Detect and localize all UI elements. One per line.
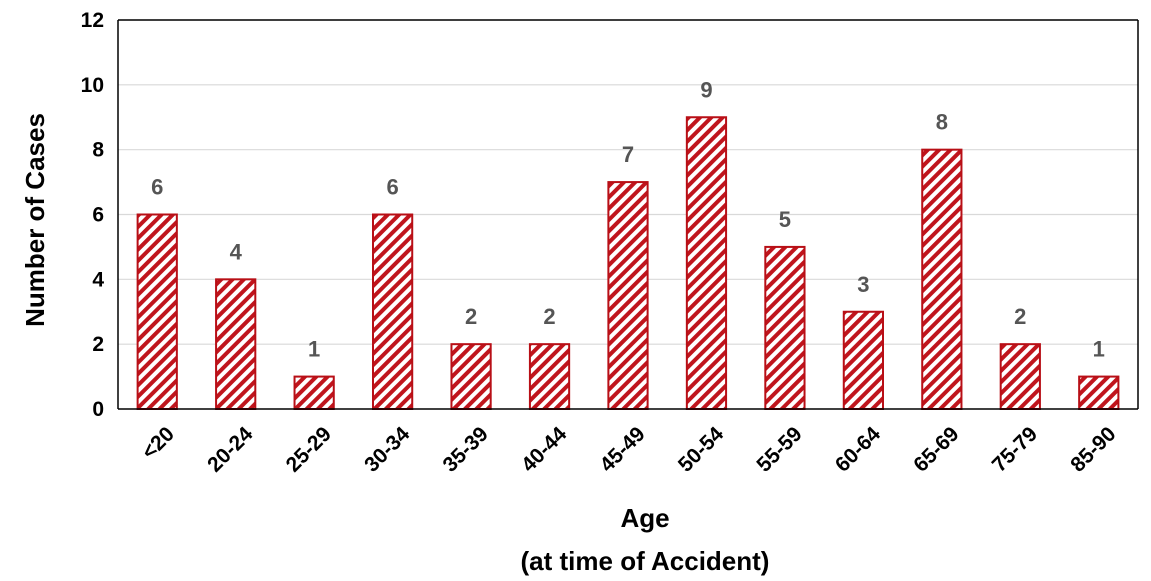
axes — [117, 19, 1139, 410]
x-tick-label: 30-34 — [360, 422, 414, 476]
y-tick-label: 0 — [92, 398, 104, 421]
bar — [372, 213, 414, 410]
x-tick-label: 65-69 — [909, 422, 963, 476]
x-tick-label: 35-39 — [439, 422, 493, 476]
x-tick-label: 85-90 — [1066, 422, 1120, 476]
x-tick-label: 40-44 — [517, 422, 571, 476]
data-label: 4 — [230, 239, 243, 264]
bar — [293, 375, 335, 411]
bar — [999, 343, 1041, 410]
bar — [607, 181, 649, 410]
y-tick-label: 8 — [92, 139, 104, 162]
y-tick-label: 10 — [81, 74, 104, 97]
x-tick-label: 75-79 — [988, 422, 1042, 476]
x-axis-title-line1: Age — [620, 503, 669, 533]
bar — [528, 343, 571, 410]
y-axis-title: Number of Cases — [20, 113, 50, 327]
y-tick-label: 2 — [92, 333, 104, 356]
x-tick-label: 20-24 — [203, 422, 257, 476]
x-tick-label: 25-29 — [282, 422, 336, 476]
x-tick-label: 60-64 — [831, 422, 885, 476]
bar — [1078, 375, 1120, 411]
data-label: 1 — [308, 337, 320, 362]
data-label: 6 — [386, 175, 398, 200]
data-label: 7 — [622, 142, 634, 167]
bars — [136, 116, 1120, 411]
data-label: 5 — [779, 207, 791, 232]
data-label: 2 — [543, 304, 555, 329]
data-label: 2 — [1014, 304, 1026, 329]
x-axis-title-line2: (at time of Accident) — [521, 546, 770, 576]
y-tick-label: 12 — [81, 9, 104, 32]
bar — [215, 278, 257, 411]
bar — [685, 116, 728, 410]
x-tick-label: 45-49 — [595, 422, 649, 476]
data-label: 2 — [465, 304, 477, 329]
x-tick-label: 55-59 — [752, 422, 806, 476]
y-tick-label: 4 — [92, 268, 104, 291]
bar — [136, 213, 178, 410]
data-label: 1 — [1093, 337, 1105, 362]
data-label: 9 — [700, 77, 712, 102]
x-tick-label: 50-54 — [674, 422, 728, 476]
data-label: 3 — [857, 272, 869, 297]
bar — [921, 148, 963, 411]
data-label: 8 — [936, 110, 948, 135]
data-label: 6 — [151, 175, 163, 200]
bar — [842, 310, 884, 410]
bar — [450, 343, 492, 410]
bar — [764, 245, 806, 410]
y-tick-label: 6 — [92, 204, 104, 227]
x-tick-label: <20 — [137, 422, 178, 463]
